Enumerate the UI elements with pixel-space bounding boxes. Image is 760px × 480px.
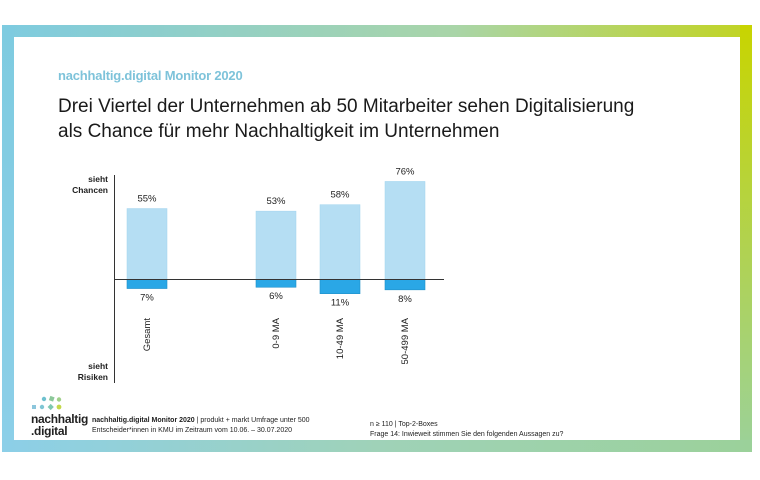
data-label-risks-3: 8% bbox=[398, 294, 412, 305]
axis-label-risks: sieht Risiken bbox=[48, 361, 108, 383]
bar-chances-3 bbox=[384, 181, 426, 280]
headline-line-1: Drei Viertel der Unternehmen ab 50 Mitar… bbox=[58, 96, 635, 117]
category-label-3: 50-499 MA bbox=[400, 317, 411, 364]
footer-n-line: n ≥ 110 | Top-2-Boxes bbox=[370, 421, 438, 428]
headline-line-2: als Chance für mehr Nachhaltigkeit im Un… bbox=[58, 121, 500, 142]
slide-kicker: nachhaltig.digital Monitor 2020 bbox=[58, 68, 243, 83]
bar-chances-0 bbox=[126, 208, 168, 280]
category-label-1: 0-9 MA bbox=[271, 317, 282, 348]
bar-risks-0 bbox=[126, 279, 168, 289]
axis-label-risks-line1: sieht bbox=[88, 361, 108, 371]
axis-label-chances: sieht Chancen bbox=[48, 174, 108, 196]
data-label-chances-2: 58% bbox=[330, 190, 350, 201]
bar-risks-2 bbox=[319, 279, 361, 294]
data-label-chances-0: 55% bbox=[137, 194, 157, 205]
labels-group: 55% 7% Gesamt 53% 6% 0-9 MA 58% 11% 10-49 MA 76% 8… bbox=[137, 166, 415, 364]
footer-source-line2: Entscheider*innen in KMU im Zeitraum vom… bbox=[92, 427, 292, 434]
slide-headline: Drei Viertel der Unternehmen ab 50 Mitar… bbox=[58, 94, 698, 144]
axis-label-chances-line2: Chancen bbox=[72, 185, 108, 195]
bar-chances-2 bbox=[319, 204, 361, 280]
data-label-chances-3: 76% bbox=[395, 166, 415, 177]
footer-question: Frage 14: Inwieweit stimmen Sie den folg… bbox=[370, 431, 564, 438]
footer-source-line1: nachhaltig.digital Monitor 2020 | produk… bbox=[92, 416, 310, 426]
axis-label-risks-line2: Risiken bbox=[77, 372, 108, 382]
data-label-risks-0: 7% bbox=[140, 293, 154, 304]
bar-risks-1 bbox=[255, 279, 297, 288]
frame-right-edge bbox=[740, 25, 752, 452]
frame-left-edge bbox=[2, 25, 14, 452]
bar-chances-1 bbox=[255, 210, 297, 280]
bars-group bbox=[126, 181, 426, 294]
data-label-risks-1: 6% bbox=[269, 291, 283, 302]
footer-source: nachhaltig.digital Monitor 2020 | produk… bbox=[92, 416, 310, 436]
data-label-chances-1: 53% bbox=[266, 196, 286, 207]
footer-source-bold: nachhaltig.digital Monitor 2020 bbox=[92, 417, 195, 424]
category-label-0: Gesamt bbox=[142, 318, 153, 352]
logo-line-2: .digital bbox=[31, 424, 68, 438]
logo-line-1: nachhaltig bbox=[31, 412, 89, 426]
footer-sample-note: n ≥ 110 | Top-2-Boxes Frage 14: Inwiewei… bbox=[370, 420, 563, 440]
data-label-risks-2: 11% bbox=[331, 298, 350, 309]
category-label-2: 10-49 MA bbox=[335, 317, 346, 359]
footer-source-rest: | produkt + markt Umfrage unter 500 bbox=[194, 417, 310, 424]
bar-risks-3 bbox=[384, 279, 426, 291]
frame-bottom-edge bbox=[2, 440, 752, 452]
logo-dots-icon bbox=[32, 395, 62, 411]
logo-wordmark: nachhaltig .digital bbox=[31, 413, 88, 437]
axis-label-chances-line1: sieht bbox=[88, 174, 108, 184]
